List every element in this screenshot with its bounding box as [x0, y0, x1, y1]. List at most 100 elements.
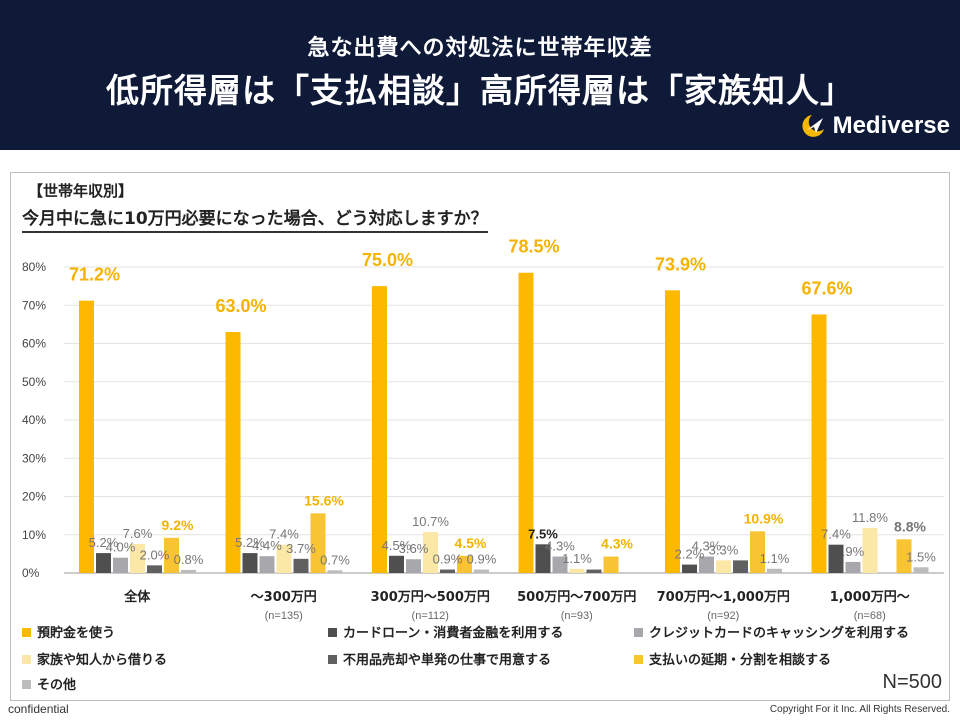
data-label: 8.8%	[894, 518, 926, 534]
bar	[79, 300, 94, 573]
data-label: 9.2%	[162, 517, 194, 533]
category-n-label: (n=93)	[561, 610, 593, 622]
y-tick-label: 30%	[22, 451, 46, 465]
data-label: 5.2%	[235, 535, 265, 550]
bar	[457, 555, 472, 573]
data-label: 10.7%	[412, 514, 449, 529]
y-tick-label: 40%	[22, 413, 46, 427]
copyright-note: Copyright For it Inc. All Rights Reserve…	[769, 704, 950, 715]
bar	[845, 561, 861, 573]
bar	[96, 553, 111, 573]
brand-logo: Mediverse	[797, 112, 950, 140]
bar	[164, 537, 179, 573]
bar	[862, 527, 878, 573]
category-label: 300万円～500万円	[371, 590, 490, 605]
bar	[896, 539, 912, 573]
bar	[242, 553, 258, 573]
question-text: 今月中に急に10万円必要になった場合、どう対応しますか？	[22, 204, 488, 233]
bar	[665, 290, 680, 573]
bar	[423, 532, 438, 573]
data-label: 4.5%	[382, 538, 412, 553]
bar	[733, 560, 748, 573]
data-label: 7.4%	[269, 527, 299, 542]
category-label: 700万円～1,000万円	[657, 590, 790, 605]
data-label: 1.1%	[760, 551, 790, 566]
bar	[552, 556, 568, 573]
data-label: 3.3%	[709, 542, 739, 557]
category-label: ～300万円	[251, 590, 317, 605]
data-label: 11.8%	[852, 510, 888, 525]
bar	[147, 565, 162, 573]
legend-label: クレジットカードのキャッシングを利用する	[649, 625, 909, 641]
bar	[276, 544, 292, 573]
slide-subtitle: 急な出費への対処法に世帯年収差	[307, 36, 653, 61]
legend-label: その他	[37, 677, 76, 693]
data-label: .9%	[842, 544, 865, 559]
bar	[474, 569, 489, 573]
data-label: 0.9%	[433, 552, 463, 567]
data-label: 5.2%	[89, 535, 119, 550]
category-n-label: (n=135)	[265, 610, 303, 622]
bar	[828, 544, 844, 573]
data-label: 4.0%	[106, 540, 136, 555]
bar	[130, 543, 145, 573]
legend-label: 家族や知人から借りる	[37, 652, 167, 668]
sample-size: N=500	[882, 671, 943, 693]
data-label: 7.5%	[528, 526, 558, 541]
legend-swatch	[634, 655, 643, 664]
legend-label: 預貯金を使う	[37, 625, 115, 641]
bar	[716, 560, 731, 573]
bar	[440, 569, 455, 573]
legend-swatch	[22, 680, 31, 689]
data-label: 78.5%	[508, 237, 559, 257]
bar	[682, 564, 697, 573]
bar	[259, 556, 275, 573]
data-label: 3.7%	[286, 541, 316, 556]
bar	[310, 513, 326, 573]
data-label: 15.6%	[304, 492, 344, 508]
bar	[569, 568, 585, 573]
category-label: 全体	[123, 589, 151, 605]
category-n-label: (n=92)	[707, 610, 739, 622]
bar	[293, 558, 309, 573]
legend-swatch	[328, 628, 337, 637]
bar	[181, 569, 196, 573]
legend-label: 不用品売却や単発の仕事で用意する	[343, 652, 551, 668]
data-label: 4.3%	[545, 539, 575, 554]
data-label: 1.1%	[562, 551, 592, 566]
y-tick-label: 70%	[22, 298, 46, 312]
bar	[586, 569, 602, 573]
data-label: 4.3%	[692, 539, 722, 554]
bar	[699, 556, 714, 573]
bar	[535, 544, 551, 573]
data-label: 7.6%	[123, 526, 153, 541]
data-label: 73.9%	[655, 254, 706, 274]
bar	[113, 557, 128, 573]
bar	[767, 568, 782, 573]
bar	[518, 272, 534, 573]
header-banner: 急な出費への対処法に世帯年収差 低所得層は「支払相談」高所得層は「家族知人」 M…	[0, 0, 960, 150]
data-label: 67.6%	[801, 278, 852, 298]
data-label: 2.2%	[675, 547, 705, 562]
data-label: 0.9%	[467, 552, 497, 567]
data-label: 7.4%	[821, 527, 851, 542]
legend-label: 支払いの延期・分割を相談する	[648, 652, 831, 668]
data-label: 4.5%	[455, 535, 487, 551]
chart-panel	[10, 172, 950, 701]
data-label: 75.0%	[362, 250, 413, 270]
data-label: 4.3%	[601, 536, 633, 552]
confidential-note: confidential	[8, 702, 69, 716]
y-tick-label: 50%	[22, 375, 46, 389]
y-tick-label: 10%	[22, 528, 46, 542]
legend-label: カードローン・消費者金融を利用する	[343, 625, 563, 641]
category-n-label: (n=112)	[412, 610, 449, 622]
legend-swatch	[22, 628, 31, 637]
data-label: 4.4%	[252, 538, 282, 553]
y-tick-label: 0%	[22, 566, 40, 580]
bar	[406, 559, 421, 573]
bar	[327, 570, 343, 573]
legend-swatch	[328, 655, 337, 664]
data-label: 63.0%	[215, 296, 266, 316]
bar	[603, 556, 619, 573]
